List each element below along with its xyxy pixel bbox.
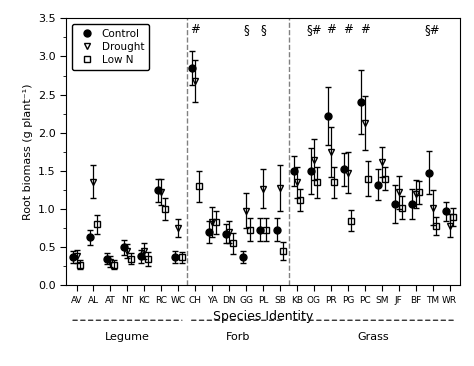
Text: §: §: [73, 23, 80, 36]
Legend: Control, Drought, Low N: Control, Drought, Low N: [72, 23, 149, 70]
Text: §: §: [243, 23, 249, 36]
Text: §#: §#: [306, 23, 322, 36]
Text: #: #: [326, 23, 336, 36]
Text: #: #: [343, 23, 353, 36]
Text: Grass: Grass: [357, 332, 389, 342]
Text: Legume: Legume: [105, 332, 150, 342]
Text: §#: §#: [425, 23, 440, 36]
X-axis label: Species Identity: Species Identity: [213, 310, 313, 324]
Text: Forb: Forb: [226, 332, 250, 342]
Text: §: §: [260, 23, 266, 36]
Text: #: #: [360, 23, 370, 36]
Y-axis label: Root biomass (g plant⁻¹): Root biomass (g plant⁻¹): [23, 84, 33, 220]
Text: #: #: [190, 23, 200, 36]
